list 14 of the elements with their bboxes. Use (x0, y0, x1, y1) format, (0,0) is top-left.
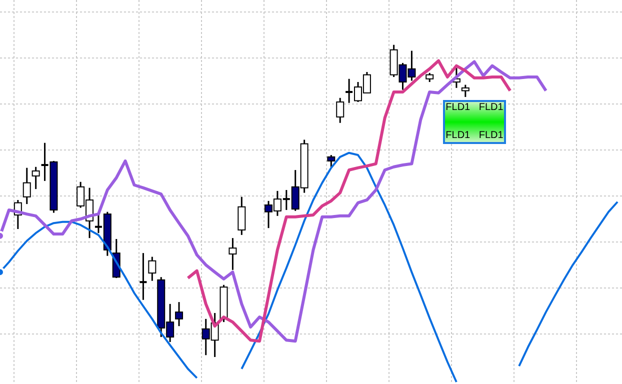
label-box: FLD1 FLD1 FLD1 FLD1 (443, 100, 506, 144)
candlestick (336, 97, 344, 124)
candlestick (238, 196, 246, 236)
candlestick (32, 166, 40, 190)
annotation: FLD1 FLD1 (446, 102, 504, 114)
candlestick (461, 84, 470, 98)
candlestick (148, 256, 156, 282)
annotation: FLD1 FLD1 (446, 130, 504, 142)
candlestick (228, 237, 237, 271)
candlestick (138, 252, 148, 301)
candlestick (175, 301, 184, 327)
candlestick (22, 167, 31, 205)
candlestick (426, 72, 434, 83)
candlestick (327, 154, 336, 168)
